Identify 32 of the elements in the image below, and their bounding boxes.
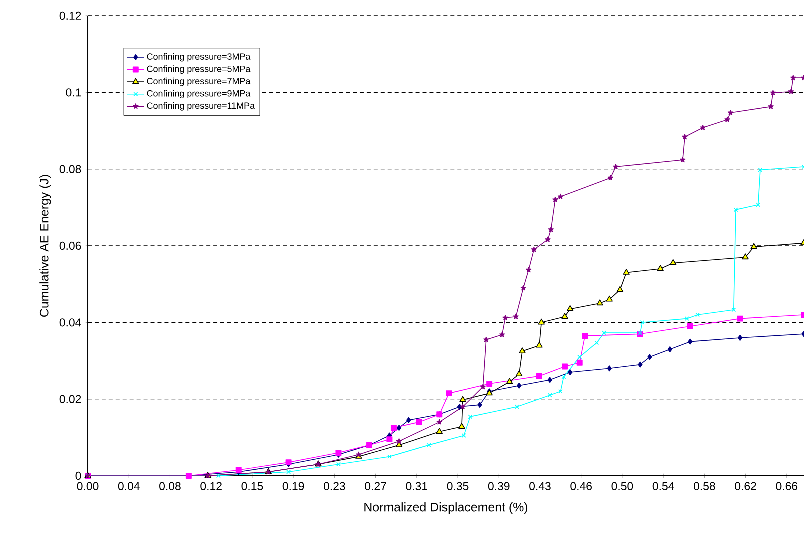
x-tick-label: 0.27 [365, 482, 386, 490]
x-tick-label: 0.04 [118, 482, 140, 490]
y-tick-label: 0.08 [60, 165, 82, 174]
x-tick-label: 0.19 [282, 482, 304, 490]
x-tick-label: 0.12 [200, 482, 222, 490]
y-tick-label: 0 [76, 472, 82, 480]
x-tick-label: 0.39 [488, 482, 510, 490]
legend-label: Confining pressure=3MPa [147, 53, 251, 62]
x-tick-label: 0.50 [612, 482, 634, 490]
x-axis-title: Normalized Displacement (%) [364, 502, 528, 514]
x-tick-label: 0.00 [77, 482, 99, 490]
x-tick-label: 0.62 [735, 482, 756, 490]
x-tick-label: 0.66 [776, 482, 798, 490]
x-tick-label: 0.08 [160, 482, 181, 490]
y-tick-label: 0.04 [60, 318, 82, 327]
y-tick-label: 0.12 [60, 12, 82, 20]
y-tick-label: 0.1 [66, 88, 82, 97]
x-tick-label: 0.54 [652, 482, 674, 490]
y-tick-label: 0.06 [60, 242, 82, 250]
x-tick-label: 0.58 [694, 482, 716, 490]
legend-label: Confining pressure=5MPa [147, 66, 251, 74]
y-axis-title: Cumulative AE Energy (J) [40, 175, 52, 317]
legend-label: Confining pressure=9MPa [147, 90, 251, 99]
x-tick-label: 0.15 [242, 482, 264, 490]
x-tick-label: 0.31 [406, 482, 428, 490]
y-tick-label: 0.02 [60, 395, 82, 404]
x-tick-label: 0.43 [530, 482, 551, 490]
x-tick-label: 0.23 [324, 482, 346, 490]
legend-label: Confining pressure=11MPa [147, 102, 256, 111]
x-tick-label: 0.35 [447, 482, 469, 490]
x-tick-label: 0.46 [570, 482, 592, 490]
legend-label: Confining pressure=7MPa [147, 78, 251, 86]
